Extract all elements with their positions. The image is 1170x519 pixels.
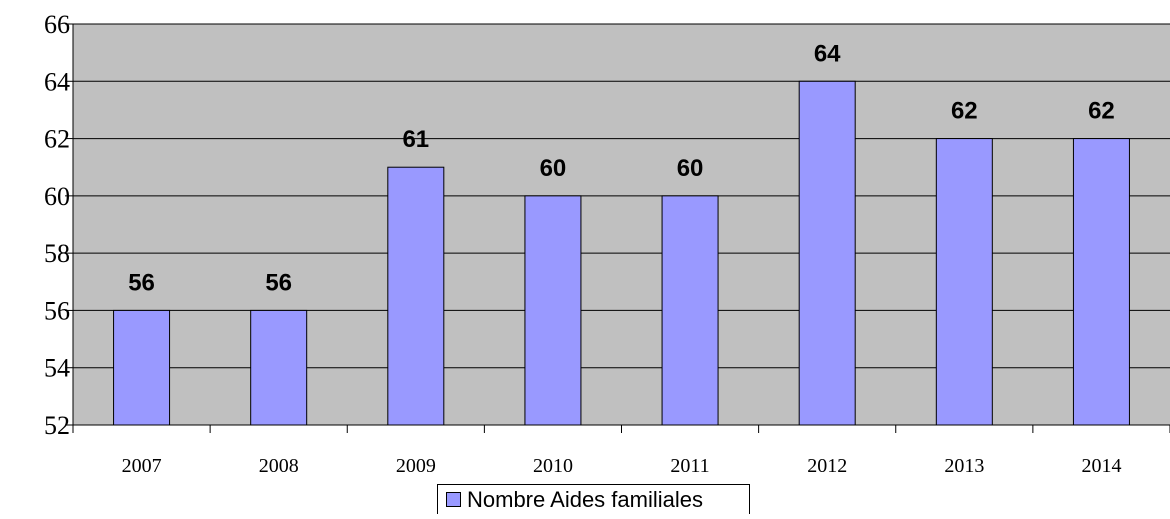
plot-background (73, 24, 1170, 425)
x-tick-label: 2012 (807, 455, 847, 477)
data-label: 64 (814, 40, 841, 67)
x-tick-label: 2008 (259, 455, 299, 477)
x-tick-label: 2013 (944, 455, 984, 477)
y-tick-label: 62 (44, 125, 70, 154)
x-tick-label: 2011 (670, 455, 709, 477)
y-tick-label: 66 (44, 10, 70, 39)
data-labels: 56 56 61 60 60 64 62 62 (128, 40, 1115, 296)
data-label: 62 (951, 98, 978, 125)
y-tick-label: 58 (44, 239, 70, 268)
data-label: 60 (540, 155, 567, 182)
legend-label: Nombre Aides familiales (467, 486, 703, 512)
y-tick-label: 56 (44, 296, 70, 325)
y-tick-label: 60 (44, 182, 70, 211)
x-axis-ticks: 2007 2008 2009 2010 2011 2012 2013 2014 (72, 425, 1170, 477)
data-label: 56 (128, 269, 155, 296)
data-label: 60 (677, 155, 704, 182)
bars (113, 80, 1130, 426)
x-tick-label: 2010 (533, 455, 573, 477)
data-label: 56 (265, 269, 292, 296)
bar (524, 195, 582, 426)
y-tick-label: 52 (44, 411, 70, 440)
y-tick-label: 54 (44, 354, 70, 383)
data-label: 62 (1088, 98, 1115, 125)
x-tick-label: 2007 (122, 455, 162, 477)
legend: Nombre Aides familiales (437, 484, 750, 514)
x-tick-label: 2014 (1081, 455, 1121, 477)
y-tick-label: 64 (44, 67, 70, 96)
bar (935, 138, 993, 426)
bar (1072, 138, 1130, 426)
bar (250, 309, 308, 426)
bar (798, 80, 856, 426)
plot-area (73, 24, 1170, 425)
bar (661, 195, 719, 426)
data-label: 61 (402, 126, 429, 153)
x-tick-label: 2009 (396, 455, 436, 477)
y-axis-ticks: 52 54 56 58 60 62 64 66 (44, 10, 73, 440)
bar (387, 166, 445, 426)
bar (113, 309, 171, 426)
legend-swatch (446, 492, 461, 507)
